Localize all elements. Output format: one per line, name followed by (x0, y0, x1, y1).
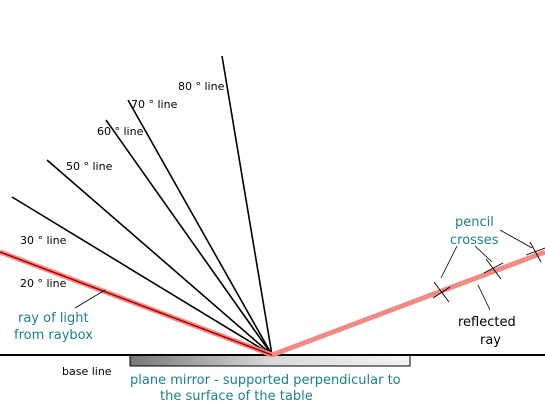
angle-label: 30 ° line (20, 234, 67, 247)
angle-label: 60 ° line (97, 125, 144, 138)
pointer (440, 245, 458, 279)
base-line-label: base line (62, 365, 112, 378)
pointer (499, 229, 533, 249)
angle-label: 80 ° line (178, 80, 225, 93)
crosses-label: crosses (450, 233, 499, 248)
reflected-label: reflected (458, 315, 516, 330)
pencil-crosses (432, 241, 545, 303)
angle-label: 50 ° line (66, 160, 113, 173)
reflected-label: ray (480, 333, 501, 348)
pointer (477, 284, 491, 311)
angle-label: 70 ° line (131, 98, 178, 111)
reflected-ray (271, 249, 545, 358)
pointer (474, 245, 493, 263)
incident-label: from raybox (14, 328, 93, 343)
crosses-label: pencil (455, 215, 494, 230)
incident-ray-core (0, 251, 273, 356)
mirror-label: plane mirror - supported perpendicular t… (130, 373, 401, 388)
incident-label: ray of light (18, 311, 89, 326)
mirror-label: the surface of the table (160, 389, 313, 404)
angle-lines (11, 55, 273, 356)
pointer (74, 289, 106, 309)
angle-label: 20 ° line (20, 277, 67, 290)
